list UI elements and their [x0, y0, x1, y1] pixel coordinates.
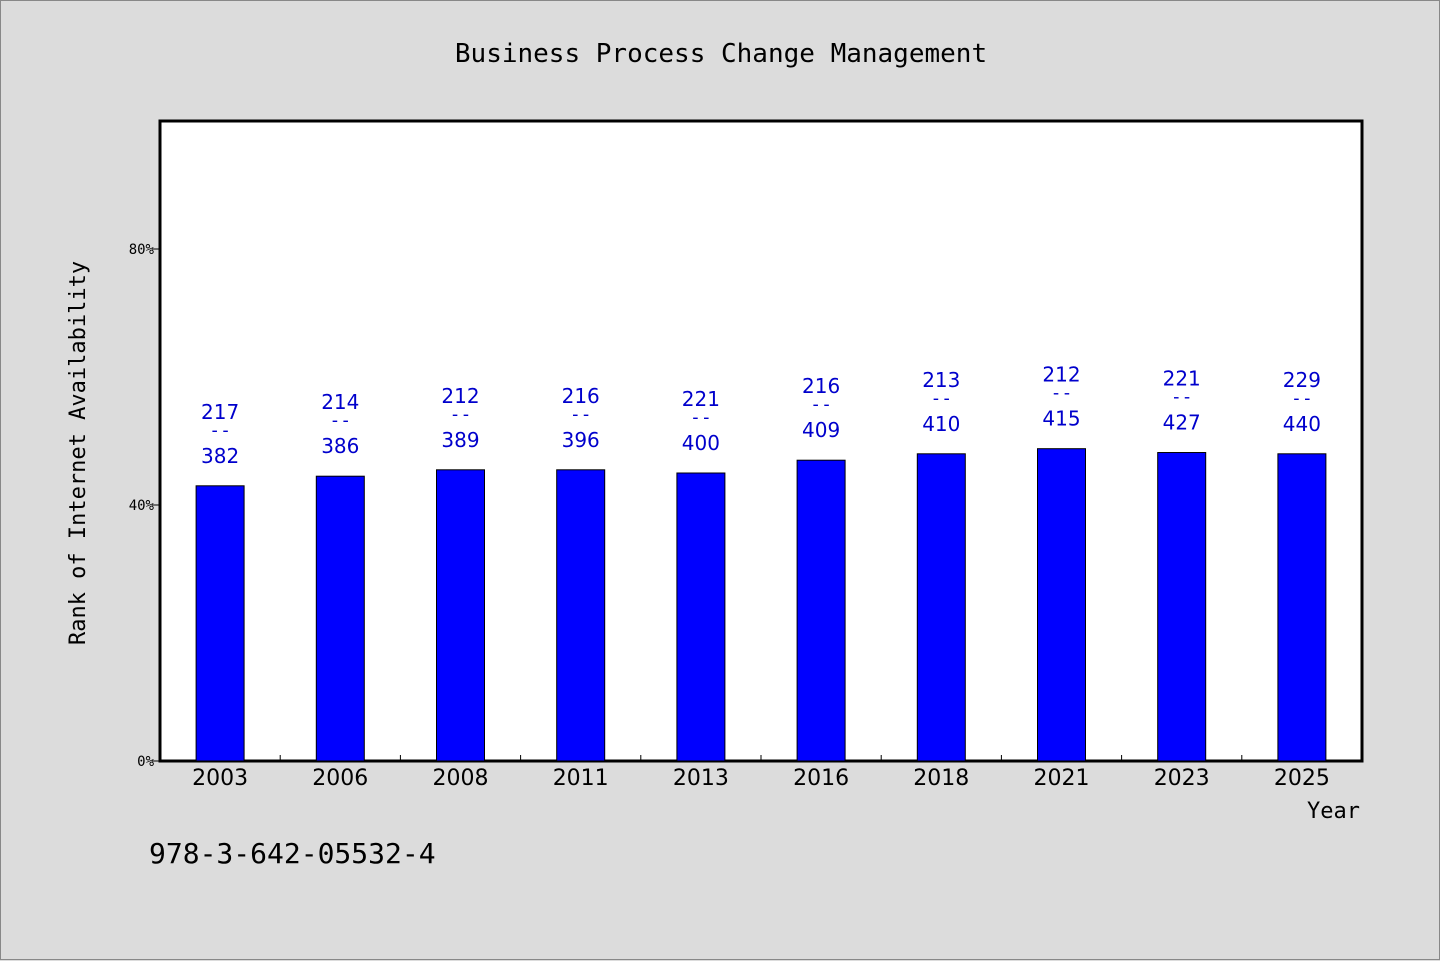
bar-label-bottom: 389: [441, 428, 479, 452]
bar-label-top: 212: [1042, 363, 1080, 387]
bar-2023: [1157, 452, 1207, 762]
x-tick-label: 2023: [1154, 766, 1210, 791]
x-tick-label: 2025: [1274, 766, 1330, 791]
y-tick-label: 40%: [129, 498, 155, 514]
x-tick-label: 2018: [913, 766, 969, 791]
bar-label-separator: --: [690, 407, 712, 428]
bar-2021: [1037, 448, 1086, 762]
x-tick-label: 2003: [192, 766, 248, 791]
y-tick-label: 0%: [137, 754, 154, 770]
bar-label-separator: --: [930, 388, 952, 409]
x-tick-label: 2006: [312, 766, 368, 791]
bar-label-top: 229: [1283, 368, 1321, 392]
bar-label-bottom: 410: [922, 412, 960, 436]
bar-2013: [676, 472, 726, 762]
bar-label-top: 214: [321, 390, 359, 414]
bar-label-separator: --: [1051, 383, 1073, 404]
bar-label-bottom: 382: [201, 444, 239, 468]
bar-label-top: 217: [201, 400, 239, 424]
bar-label-bottom: 400: [682, 431, 720, 455]
isbn-text: 978-3-642-05532-4: [149, 837, 436, 870]
bar-labels-group: 217--382214--386212--389216--396221--400…: [201, 363, 1321, 468]
y-tick-label: 80%: [129, 242, 155, 258]
bar-label-top: 221: [682, 387, 720, 411]
bar-2008: [436, 469, 485, 762]
bar-label-separator: --: [810, 394, 832, 415]
x-axis-label: Year: [1307, 799, 1360, 824]
bar-2003: [195, 485, 245, 762]
bar-2025: [1277, 453, 1327, 762]
bar-label-separator: --: [570, 404, 592, 425]
bar-label-separator: --: [329, 410, 351, 431]
bar-2016: [796, 459, 846, 762]
bar-label-separator: --: [1171, 387, 1193, 408]
bar-2018: [916, 453, 966, 762]
bar-label-bottom: 386: [321, 434, 359, 458]
x-tick-label: 2016: [793, 766, 849, 791]
x-tick-label: 2013: [673, 766, 729, 791]
bar-label-top: 216: [802, 374, 840, 398]
bar-label-bottom: 396: [562, 428, 600, 452]
bar-label-bottom: 409: [802, 418, 840, 442]
x-axis: 2003 2006 2008 2011 2013 2016 2018 2021 2023 2025: [192, 755, 1330, 791]
bar-label-bottom: 427: [1163, 411, 1201, 435]
bar-2006: [315, 475, 365, 762]
x-tick-label: 2008: [433, 766, 489, 791]
bar-label-separator: --: [1291, 388, 1313, 409]
bar-label-bottom: 415: [1042, 407, 1080, 431]
bar-2011: [556, 469, 606, 762]
bar-label-bottom: 440: [1283, 412, 1321, 436]
bar-label-top: 212: [441, 384, 479, 408]
bar-label-top: 221: [1163, 367, 1201, 391]
bar-label-top: 213: [922, 368, 960, 392]
chart-title: Business Process Change Management: [455, 39, 987, 69]
x-tick-label: 2021: [1034, 766, 1090, 791]
bar-label-top: 216: [562, 384, 600, 408]
y-axis-label: Rank of Internet Availability: [66, 261, 91, 645]
bar-label-separator: --: [450, 404, 472, 425]
y-axis: 0% 40% 80%: [129, 242, 160, 770]
bar-label-separator: --: [209, 420, 231, 441]
x-tick-label: 2011: [553, 766, 609, 791]
bars-group: [195, 448, 1327, 762]
